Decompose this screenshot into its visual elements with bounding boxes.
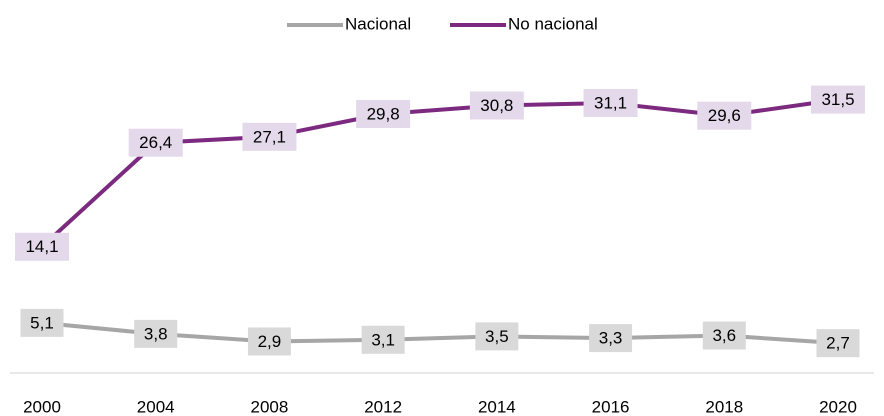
x-tick-label: 2000 [23, 397, 61, 416]
data-label-box [361, 325, 405, 354]
data-label-box [20, 308, 64, 337]
legend-label: No nacional [508, 14, 598, 33]
x-tick-label: 2008 [251, 397, 289, 416]
data-label: 3,8 [144, 324, 168, 343]
x-tick-label: 2012 [364, 397, 402, 416]
data-label: 3,5 [485, 327, 509, 346]
data-label-box [475, 322, 519, 351]
data-label-box [811, 85, 865, 114]
x-tick-label: 2020 [819, 397, 857, 416]
data-label: 14,1 [25, 237, 58, 256]
x-tick-label: 2016 [592, 397, 630, 416]
data-label-box [134, 319, 178, 348]
data-label: 2,7 [826, 334, 850, 353]
data-label: 26,4 [139, 133, 172, 152]
data-label-box [247, 327, 291, 356]
data-label: 3,1 [371, 330, 395, 349]
data-label-box [583, 88, 638, 117]
data-label-box [15, 232, 69, 261]
data-label: 30,8 [480, 96, 513, 115]
data-label: 31,1 [594, 93, 627, 112]
data-label-box [242, 122, 297, 151]
data-label: 3,3 [599, 329, 623, 348]
data-label-box [469, 91, 524, 120]
data-label-box [356, 99, 411, 128]
data-label-box [702, 321, 746, 350]
data-label: 3,6 [712, 326, 736, 345]
data-label: 31,5 [821, 90, 854, 109]
data-label: 29,6 [708, 106, 741, 125]
x-tick-label: 2004 [137, 397, 175, 416]
x-tick-label: 2014 [478, 397, 516, 416]
data-label-box [816, 329, 860, 358]
data-label: 29,8 [367, 104, 400, 123]
data-label: 5,1 [30, 313, 54, 332]
legend-label: Nacional [345, 14, 411, 33]
data-label: 2,9 [258, 332, 282, 351]
data-label-box [589, 324, 633, 353]
x-tick-label: 2018 [705, 397, 743, 416]
data-label-box [697, 101, 752, 130]
data-label-box [128, 128, 183, 157]
data-label: 27,1 [253, 127, 286, 146]
